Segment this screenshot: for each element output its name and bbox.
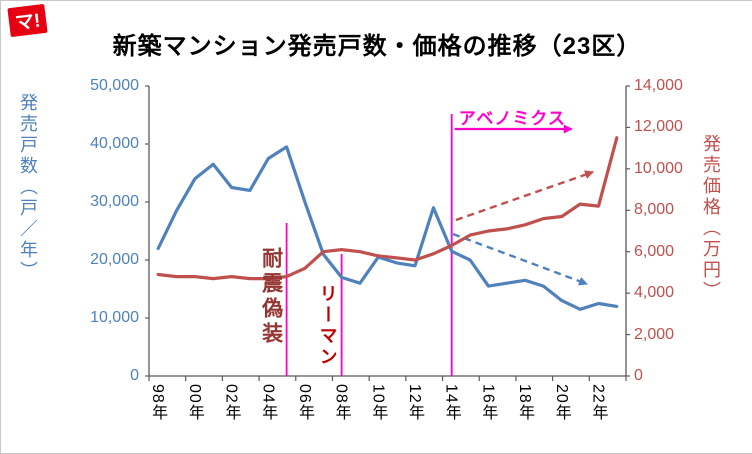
x-axis-tick-label: 12年: [406, 384, 424, 421]
left-axis-title: 発売戸数（戸／年）: [18, 93, 38, 282]
right-axis-tick-label: 4,000: [634, 284, 675, 302]
x-axis-tick-label: 06年: [295, 384, 313, 421]
x-axis-tick-label: 20年: [552, 384, 570, 421]
left-axis-tick-label: 0: [130, 367, 139, 384]
axis-tick-marks: [145, 85, 630, 381]
right-axis-tick-label: 10,000: [634, 159, 683, 177]
lehman-event-label: リーマン: [317, 284, 338, 368]
units-series-line: [156, 145, 619, 311]
x-axis-tick-label: 08年: [332, 384, 350, 421]
x-axis-tick-label: 22年: [589, 384, 607, 421]
right-axis-title: 発売価格（万円）: [701, 134, 721, 302]
x-axis-tick-label: 16年: [479, 384, 497, 421]
price-uptrend-arrow-icon: [455, 170, 594, 222]
abenomics-event-label: アベノミクス: [458, 109, 566, 128]
right-axis-tick-label: 2,000: [634, 325, 675, 343]
right-axis-tick-label: 14,000: [634, 77, 683, 94]
x-axis-tick-label: 02年: [222, 384, 240, 421]
left-axis-tick-label: 50,000: [90, 77, 139, 94]
right-axis-tick-label: 0: [634, 367, 643, 384]
chart-title: 新築マンション発売戸数・価格の推移（23区）: [112, 33, 642, 60]
price-series-line: [156, 136, 619, 281]
left-axis-tick-label: 10,000: [90, 309, 139, 326]
x-axis-tick-label: 10年: [369, 384, 387, 421]
taishin-event-label: 耐震偽装: [259, 247, 283, 347]
right-axis-tick-label: 12,000: [634, 118, 683, 136]
x-axis-tick-label: 14年: [442, 384, 460, 421]
right-axis-tick-label: 8,000: [634, 201, 675, 219]
units-downtrend-arrow-icon: [452, 232, 588, 286]
x-axis-tick-label: 98年: [149, 384, 167, 421]
left-axis-tick-label: 30,000: [90, 193, 139, 210]
x-axis-tick-label: 18年: [516, 384, 534, 421]
left-axis-tick-label: 20,000: [90, 251, 139, 268]
x-axis-tick-label: 00年: [185, 384, 203, 421]
x-axis-tick-label: 04年: [259, 384, 277, 421]
right-axis-tick-label: 6,000: [634, 242, 675, 260]
left-axis-tick-label: 40,000: [90, 135, 139, 152]
